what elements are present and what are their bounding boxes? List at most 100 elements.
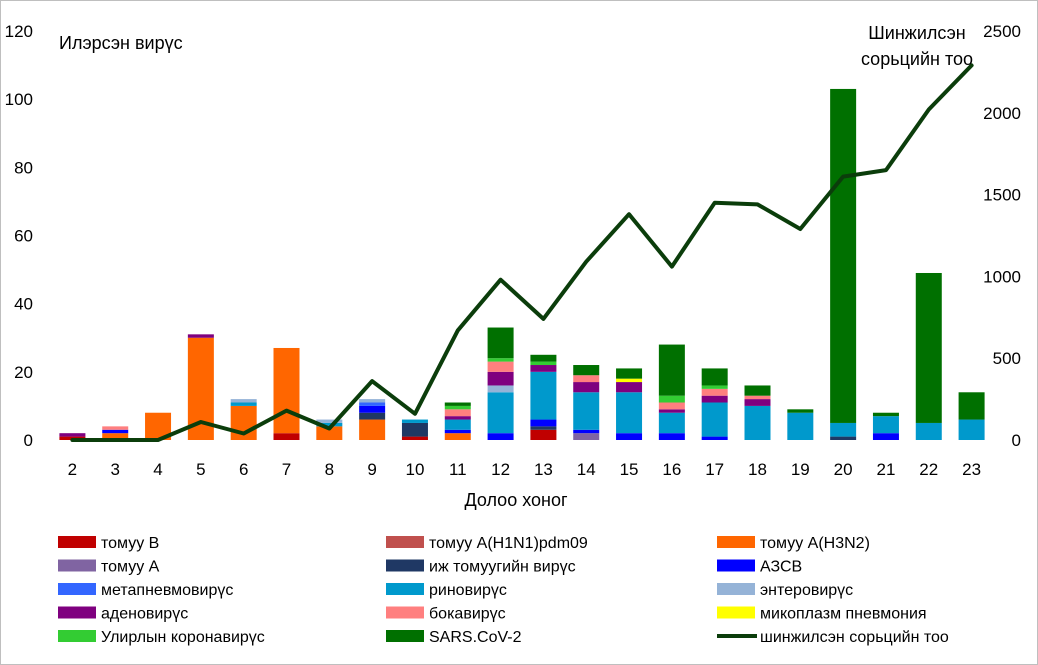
bar-segment: [187, 334, 214, 338]
x-tick-label: 14: [577, 460, 596, 479]
x-tick-label: 2: [68, 460, 77, 479]
bar-segment: [487, 327, 514, 359]
bar-segment: [487, 361, 514, 372]
bar-segment: [744, 395, 771, 400]
bar-segment: [273, 433, 300, 440]
y2-axis-title-line-2: сорьцийн тоо: [861, 49, 973, 69]
bar-segment: [359, 405, 386, 413]
x-tick-label: 22: [919, 460, 938, 479]
y-tick-label: 100: [5, 90, 33, 109]
legend-swatch: [58, 536, 96, 548]
legend-swatch: [58, 606, 96, 619]
x-axis-title: Долоо хоног: [464, 490, 567, 510]
legend-swatch: [386, 606, 424, 619]
bar-segment: [573, 392, 600, 430]
bar-segment: [530, 365, 557, 372]
bar-segment: [444, 429, 471, 434]
bar-segment: [359, 419, 386, 440]
bar-segment: [701, 385, 728, 389]
bar-segment: [616, 368, 643, 379]
bar-segment: [401, 419, 428, 423]
bar-segment: [444, 405, 471, 410]
bar-segment: [787, 412, 814, 440]
bar-segment: [744, 385, 771, 396]
bar-segment: [487, 358, 514, 362]
legend-label: аденовирүс: [101, 606, 188, 623]
bar-segment: [744, 405, 771, 440]
bar-segment: [444, 402, 471, 406]
bar-segment: [316, 419, 343, 423]
bar-segment: [530, 429, 557, 440]
y2-tick-label: 2000: [983, 104, 1021, 123]
x-tick-label: 21: [876, 460, 895, 479]
bar-segment: [658, 402, 685, 410]
x-tick-label: 12: [491, 460, 510, 479]
bar-segment: [530, 361, 557, 366]
bar-segment: [830, 88, 857, 423]
bar-segment: [530, 371, 557, 420]
bar-segment: [616, 392, 643, 434]
bar-segment: [701, 368, 728, 386]
legend-label: микоплазм пневмония: [760, 606, 927, 623]
bar-segment: [915, 422, 942, 440]
x-tick-label: 6: [239, 460, 248, 479]
legend-label: метапневмовирүс: [101, 582, 233, 599]
bar-segment: [230, 402, 257, 406]
bar-segment: [444, 409, 471, 417]
bar-segment: [830, 436, 857, 440]
bar-segment: [701, 388, 728, 396]
bar-segment: [487, 371, 514, 386]
bar-segment: [616, 433, 643, 440]
bar-segment: [102, 433, 129, 440]
bar-segment: [872, 416, 899, 434]
bar-segment: [915, 272, 942, 423]
legend-label: SARS.CoV-2: [429, 629, 522, 646]
legend-label: Улирлын коронавирүс: [101, 629, 265, 646]
x-tick-label: 11: [449, 460, 467, 479]
bar-segment: [273, 347, 300, 434]
x-tick-label: 4: [153, 460, 162, 479]
bar-segment: [487, 392, 514, 434]
bar-segment: [658, 344, 685, 396]
y-axis-title: Илэрсэн вирүс: [59, 33, 183, 53]
y2-axis-title-line-1: Шинжилсэн: [868, 23, 965, 43]
bar-segment: [958, 392, 985, 420]
bar-segment: [573, 429, 600, 434]
y-tick-label: 40: [14, 295, 33, 314]
bar-segment: [616, 382, 643, 393]
bar-segment: [444, 416, 471, 420]
bar-segment: [573, 375, 600, 383]
legend-swatch: [717, 536, 755, 548]
bar-segment: [444, 433, 471, 440]
bar-segment: [787, 409, 814, 413]
legend-swatch: [386, 630, 424, 642]
legend-label: иж томуугийн вирүс: [429, 559, 576, 576]
x-tick-label: 16: [662, 460, 681, 479]
y2-tick-label: 1500: [983, 186, 1021, 205]
bar-segment: [830, 422, 857, 437]
bar-segment: [487, 385, 514, 393]
x-tick-label: 8: [325, 460, 334, 479]
x-tick-label: 17: [705, 460, 724, 479]
legend-label: томуу А(H3N2): [760, 535, 870, 552]
bar-segment: [401, 436, 428, 440]
line-series-tested-samples: [70, 63, 974, 442]
legend-swatch: [58, 559, 96, 572]
bar-segment: [744, 399, 771, 406]
bar-segment: [573, 365, 600, 376]
bar-segment: [530, 426, 557, 430]
x-tick-label: 13: [534, 460, 553, 479]
bar-segment: [658, 433, 685, 440]
legend-label: риновирүс: [429, 582, 507, 599]
legend: томуу В томуу А(H1N1)pdm09 томуу А(H3N2) то…: [58, 535, 949, 646]
bar-segment: [573, 433, 600, 440]
bar-segment: [573, 382, 600, 393]
x-tick-label: 19: [791, 460, 810, 479]
x-tick-label: 23: [962, 460, 981, 479]
bar-segment: [102, 426, 129, 430]
legend-label: бокавирүс: [429, 606, 506, 623]
legend-label: энтеровирүс: [760, 582, 853, 599]
bar-segment: [444, 419, 471, 430]
x-tick-label: 20: [834, 460, 853, 479]
